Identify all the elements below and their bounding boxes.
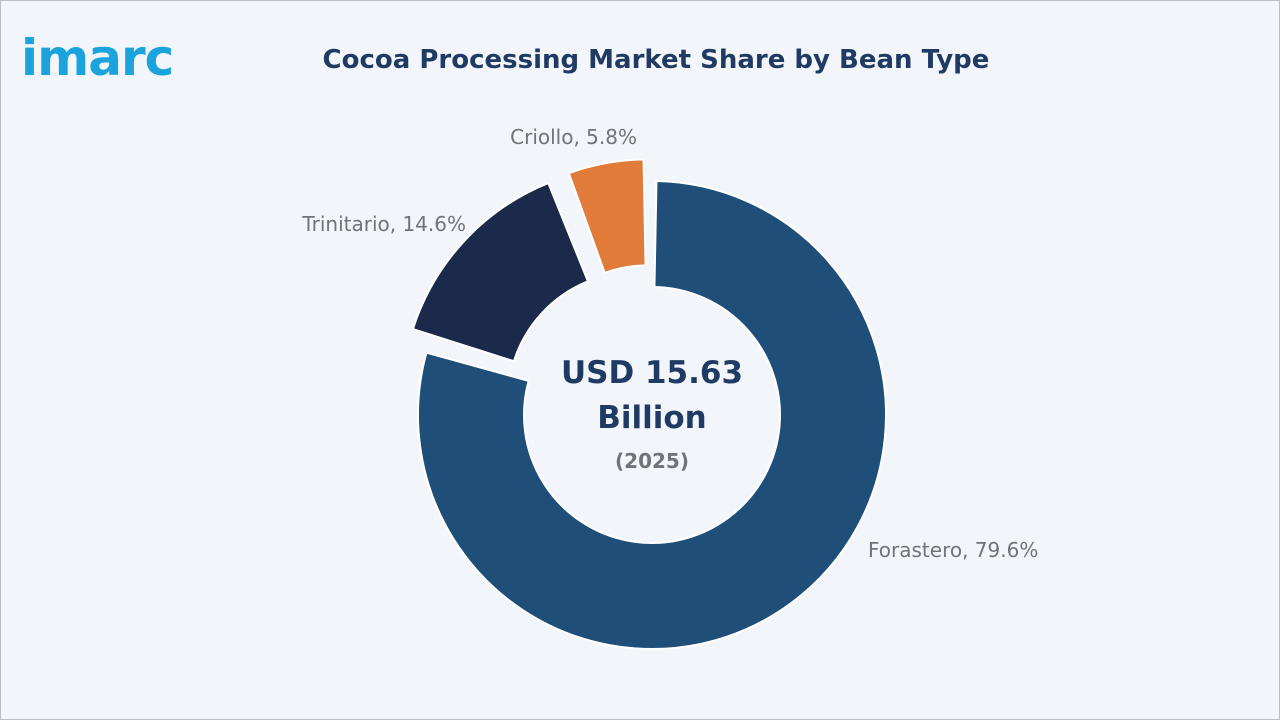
- slice-criollo: [567, 158, 647, 275]
- slice-labels: Forastero, 79.6% Trinitario, 14.6% Criollo…: [301, 125, 1038, 562]
- center-unit: Billion: [597, 400, 707, 436]
- logo-text: imarc: [21, 29, 174, 87]
- label-criollo: Criollo, 5.8%: [510, 125, 637, 149]
- label-trinitario: Trinitario, 14.6%: [301, 212, 466, 236]
- slice-trinitario: [411, 181, 590, 363]
- chart-title: Cocoa Processing Market Share by Bean Ty…: [322, 45, 990, 75]
- label-forastero: Forastero, 79.6%: [868, 538, 1038, 562]
- center-year: (2025): [615, 449, 689, 473]
- donut-slices: [411, 158, 887, 650]
- imarc-logo: imarc: [21, 15, 211, 85]
- center-value: USD 15.63: [561, 355, 743, 391]
- slice-forastero: [417, 180, 887, 650]
